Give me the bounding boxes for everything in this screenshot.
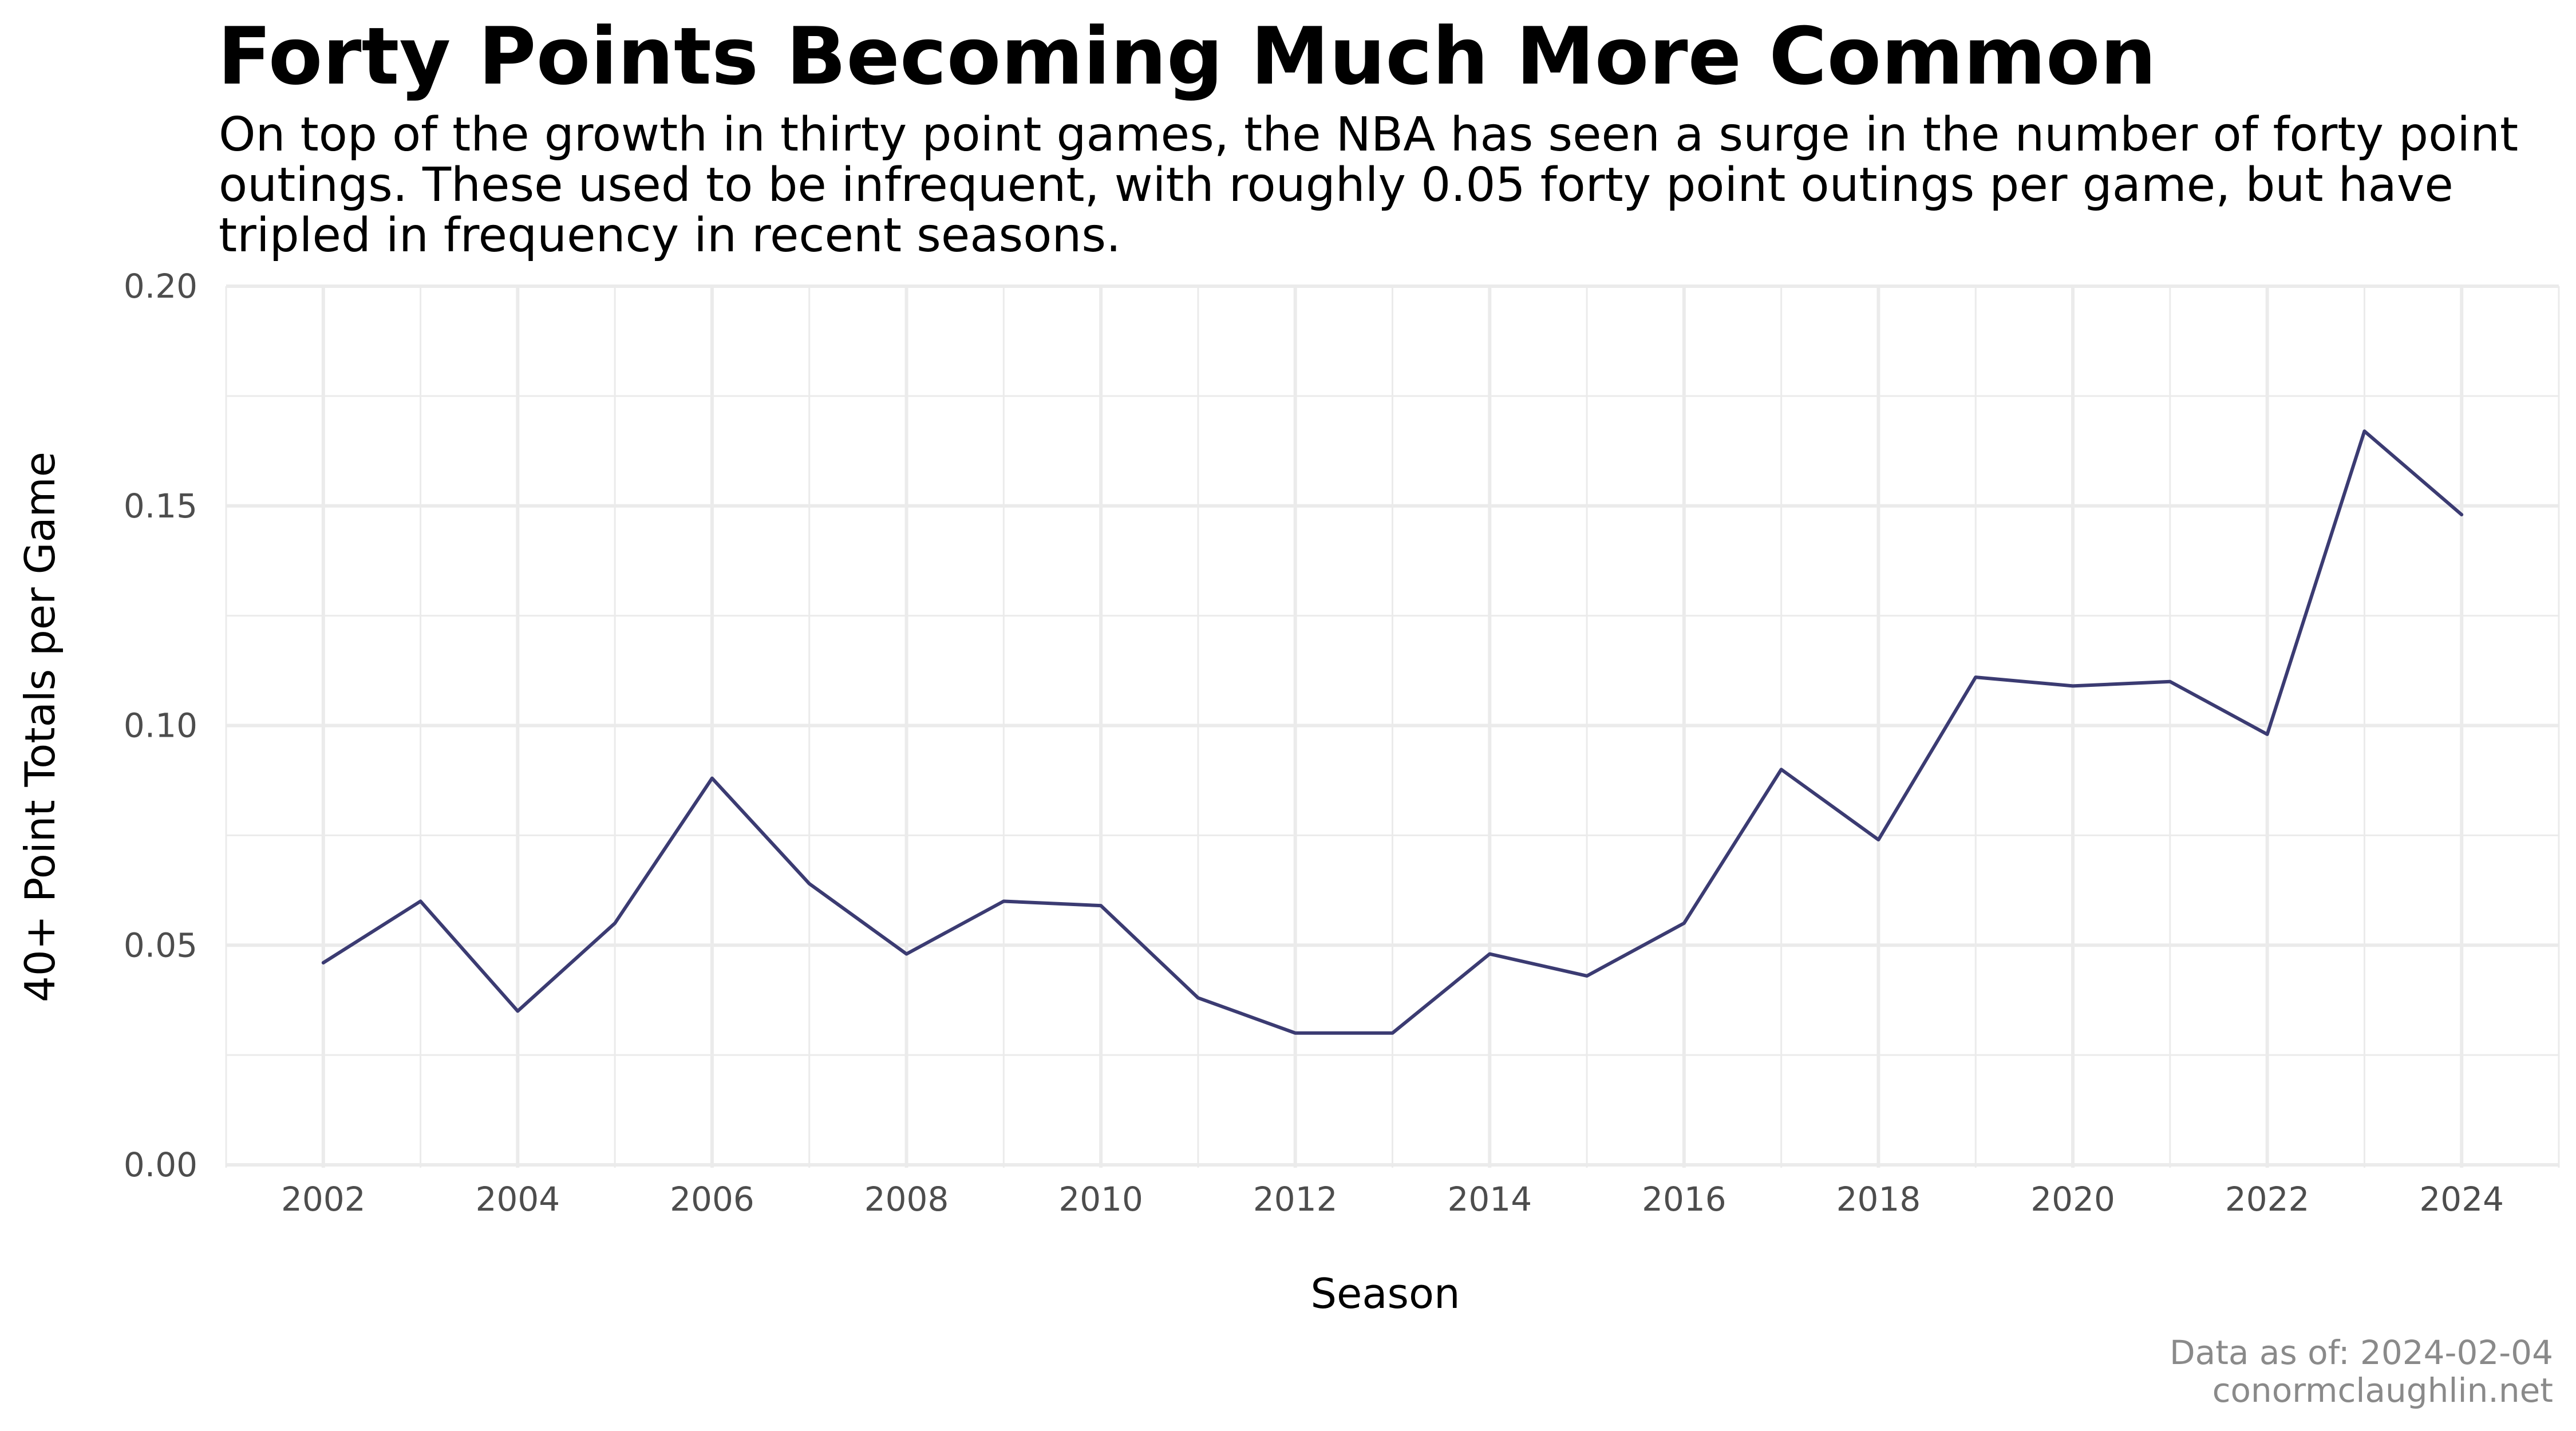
x-axis-label: Season xyxy=(1310,1270,1460,1318)
major-gridlines xyxy=(226,284,2559,1168)
x-tick-label: 2020 xyxy=(2030,1180,2115,1219)
x-tick-label: 2012 xyxy=(1253,1180,1338,1219)
x-tick-label: 2002 xyxy=(281,1180,366,1219)
y-axis-ticks: 0.00 0.05 0.10 0.15 0.20 xyxy=(124,267,197,1184)
x-tick-label: 2022 xyxy=(2225,1180,2310,1219)
x-tick-label: 2014 xyxy=(1447,1180,1532,1219)
y-tick-label: 0.05 xyxy=(124,926,197,964)
x-tick-label: 2004 xyxy=(476,1180,560,1219)
x-axis-ticks: 2002 2004 2006 2008 2010 2012 2014 2016 2018 2020… xyxy=(281,1180,2504,1219)
series-layer xyxy=(321,429,2464,1035)
y-axis-label: 40+ Point Totals per Game xyxy=(16,452,64,1002)
x-tick-label: 2010 xyxy=(1058,1180,1143,1219)
caption-source: conormclaughlin.net xyxy=(2212,1371,2553,1410)
chart-subtitle: On top of the growth in thirty point gam… xyxy=(219,108,2519,263)
chart-title: Forty Points Becoming Much More Common xyxy=(218,10,2156,102)
y-tick-label: 0.20 xyxy=(124,267,197,306)
x-tick-label: 2018 xyxy=(1836,1180,1921,1219)
y-tick-label: 0.00 xyxy=(124,1145,197,1184)
y-tick-label: 0.10 xyxy=(124,706,197,745)
x-tick-label: 2024 xyxy=(2419,1180,2504,1219)
series-line xyxy=(321,429,2464,1035)
x-tick-label: 2016 xyxy=(1642,1180,1726,1219)
x-tick-label: 2006 xyxy=(670,1180,754,1219)
caption: Data as of: 2024-02-04 conormclaughlin.n… xyxy=(2170,1334,2553,1409)
y-tick-label: 0.15 xyxy=(124,487,197,525)
caption-date: Data as of: 2024-02-04 xyxy=(2169,1333,2553,1372)
x-tick-label: 2008 xyxy=(864,1180,949,1219)
